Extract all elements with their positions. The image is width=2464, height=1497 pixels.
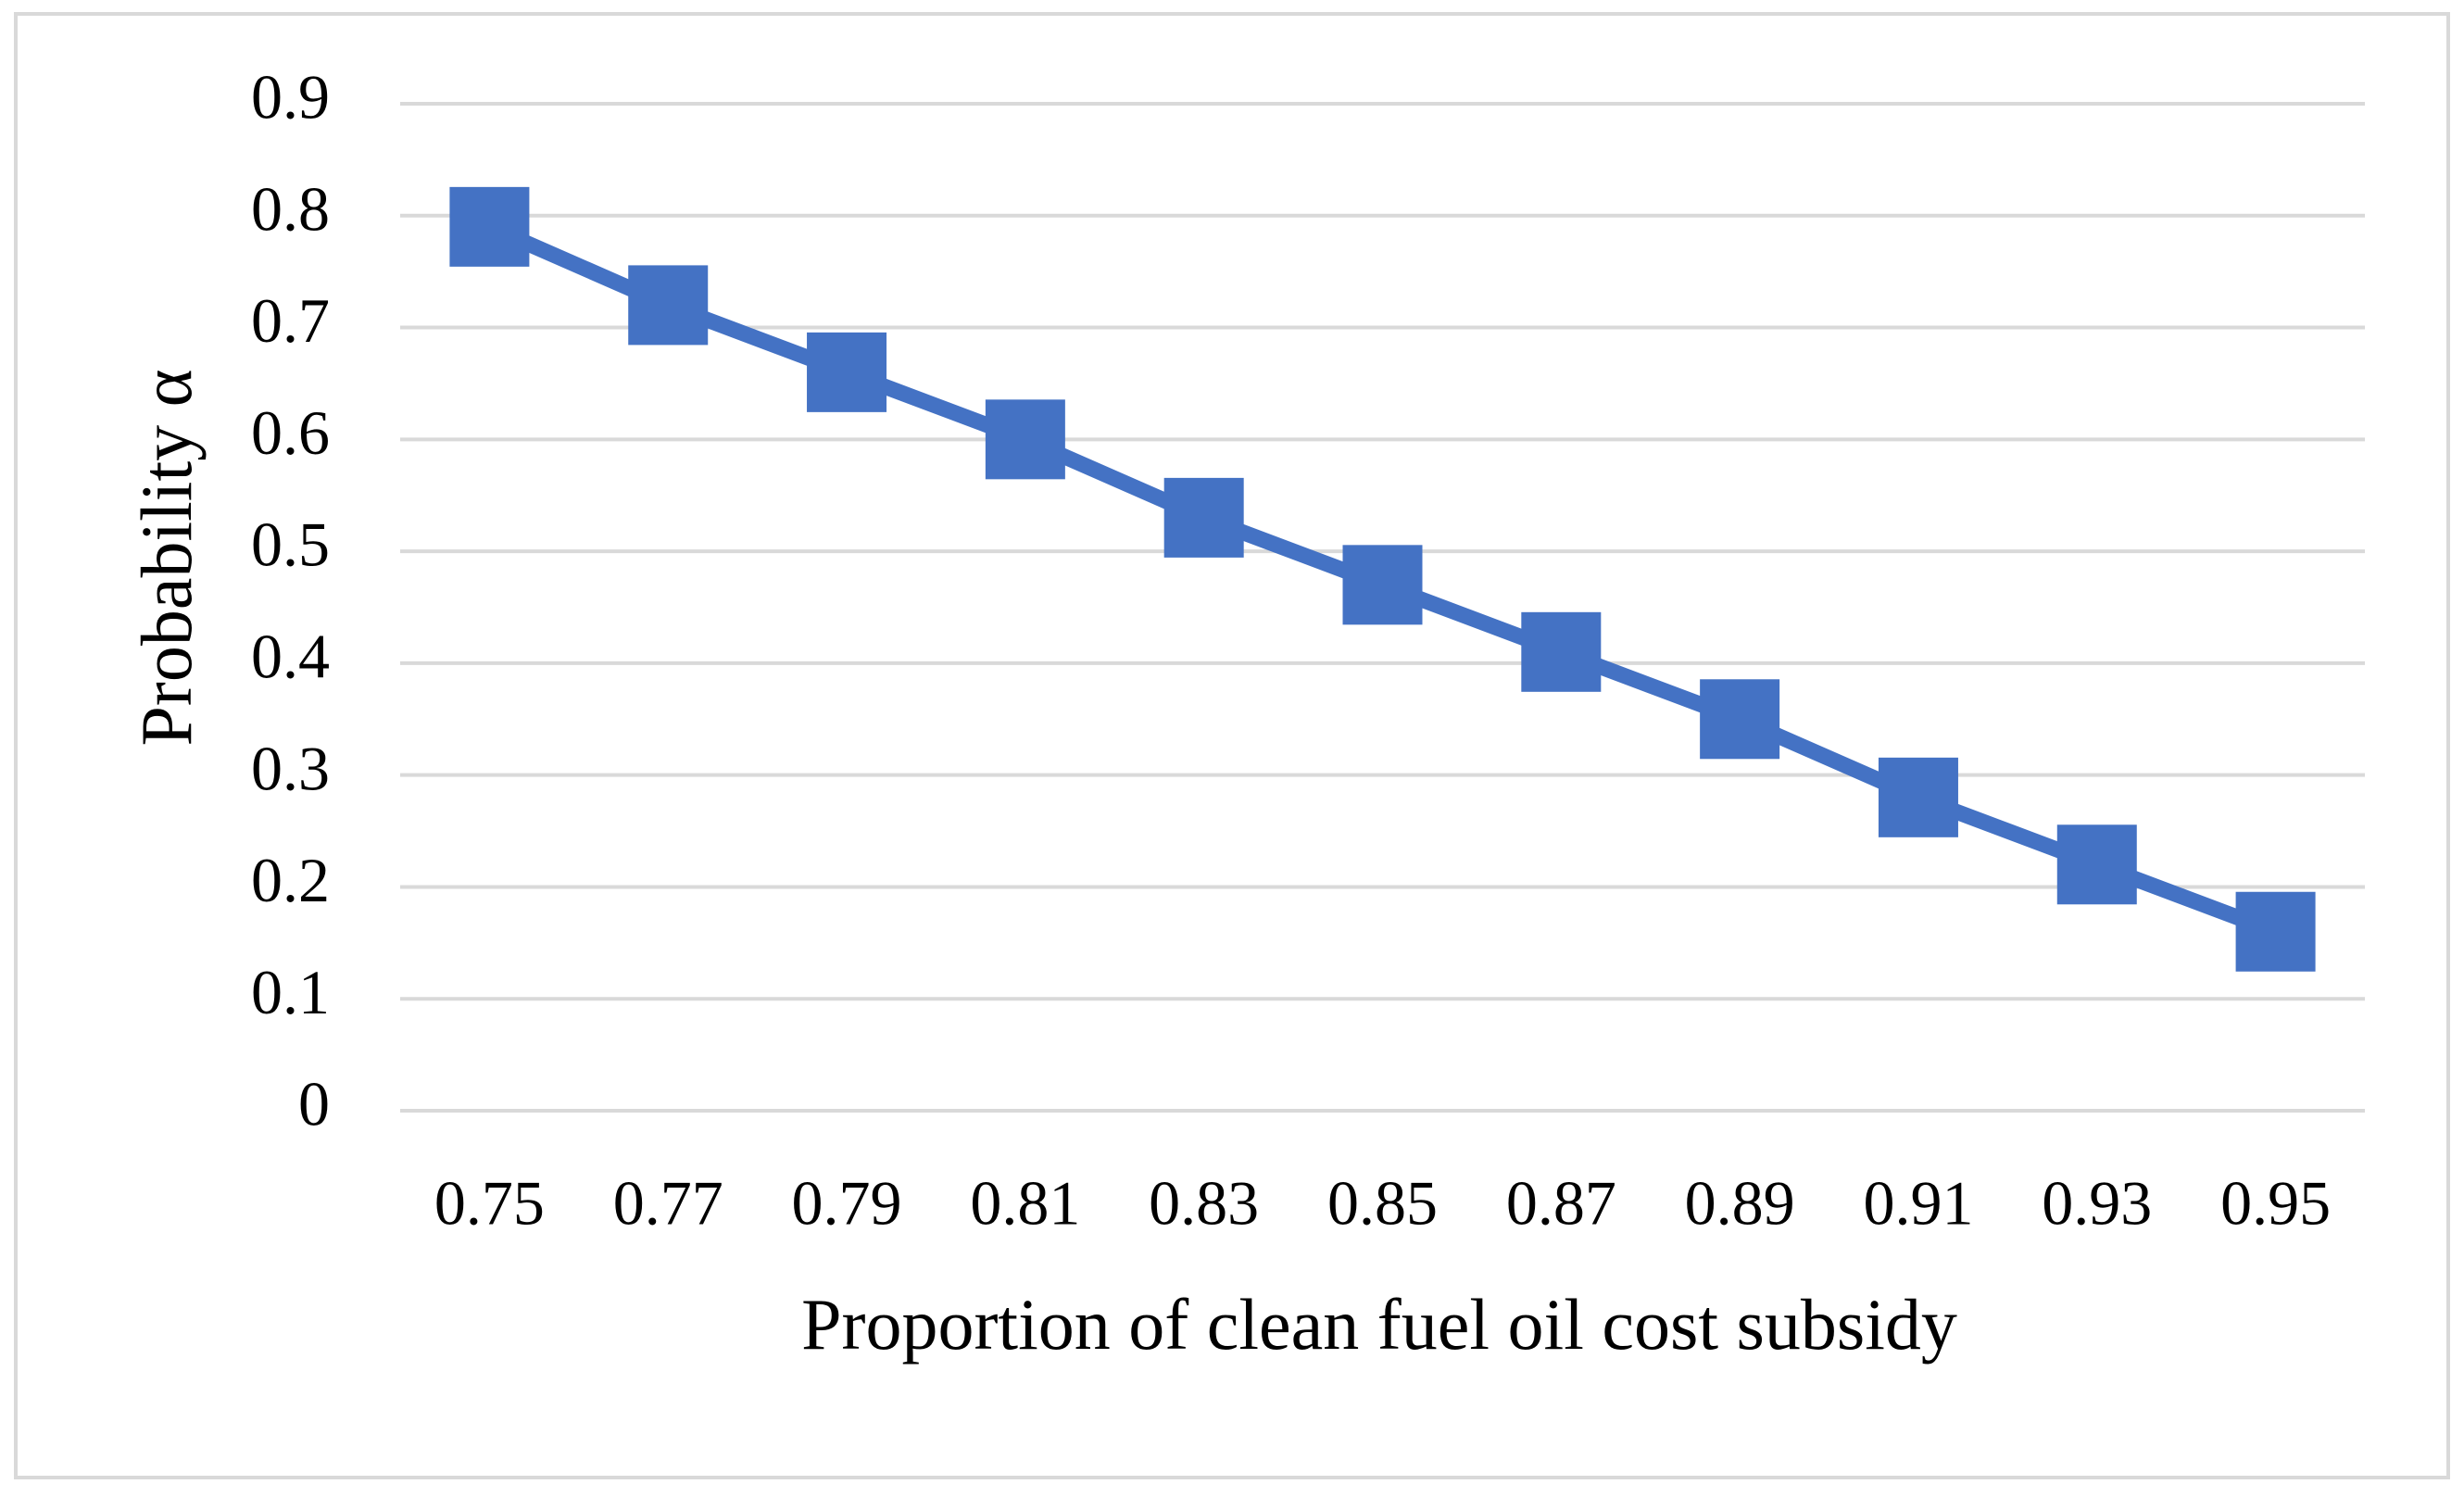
x-axis-title: Proportion of clean fuel oil cost subsid… (801, 1284, 1957, 1365)
marker (2056, 824, 2137, 905)
y-tick-label: 0.3 (251, 733, 330, 803)
x-tick-label: 0.89 (1685, 1168, 1795, 1239)
y-tick-label: 0.5 (251, 509, 330, 580)
chart-border (14, 12, 2450, 1479)
x-tick-label: 0.87 (1506, 1168, 1616, 1239)
y-tick-label: 0.7 (251, 285, 330, 356)
y-axis-title: Probability α (126, 369, 207, 746)
y-tick-label: 0 (298, 1069, 330, 1139)
marker (1342, 545, 1423, 625)
marker (1163, 477, 1244, 558)
x-tick-label: 0.77 (613, 1168, 723, 1239)
x-tick-label: 0.83 (1149, 1168, 1259, 1239)
marker (1521, 611, 1602, 692)
y-tick-label: 0.2 (251, 845, 330, 915)
x-tick-label: 0.75 (434, 1168, 545, 1239)
marker (449, 186, 530, 267)
x-tick-label: 0.85 (1327, 1168, 1438, 1239)
x-tick-label: 0.95 (2220, 1168, 2331, 1239)
y-tick-label: 0.6 (251, 397, 330, 468)
marker (985, 399, 1065, 480)
x-tick-label: 0.79 (792, 1168, 902, 1239)
y-tick-label: 0.9 (251, 62, 330, 132)
x-tick-label: 0.81 (970, 1168, 1080, 1239)
marker (807, 332, 887, 412)
y-tick-label: 0.1 (251, 957, 330, 1027)
x-tick-label: 0.93 (2042, 1168, 2152, 1239)
y-tick-label: 0.4 (251, 621, 330, 691)
marker (2235, 891, 2316, 972)
marker (1878, 757, 1958, 837)
y-tick-label: 0.8 (251, 173, 330, 244)
x-tick-label: 0.91 (1863, 1168, 1973, 1239)
marker (1700, 679, 1780, 760)
marker (628, 265, 709, 346)
